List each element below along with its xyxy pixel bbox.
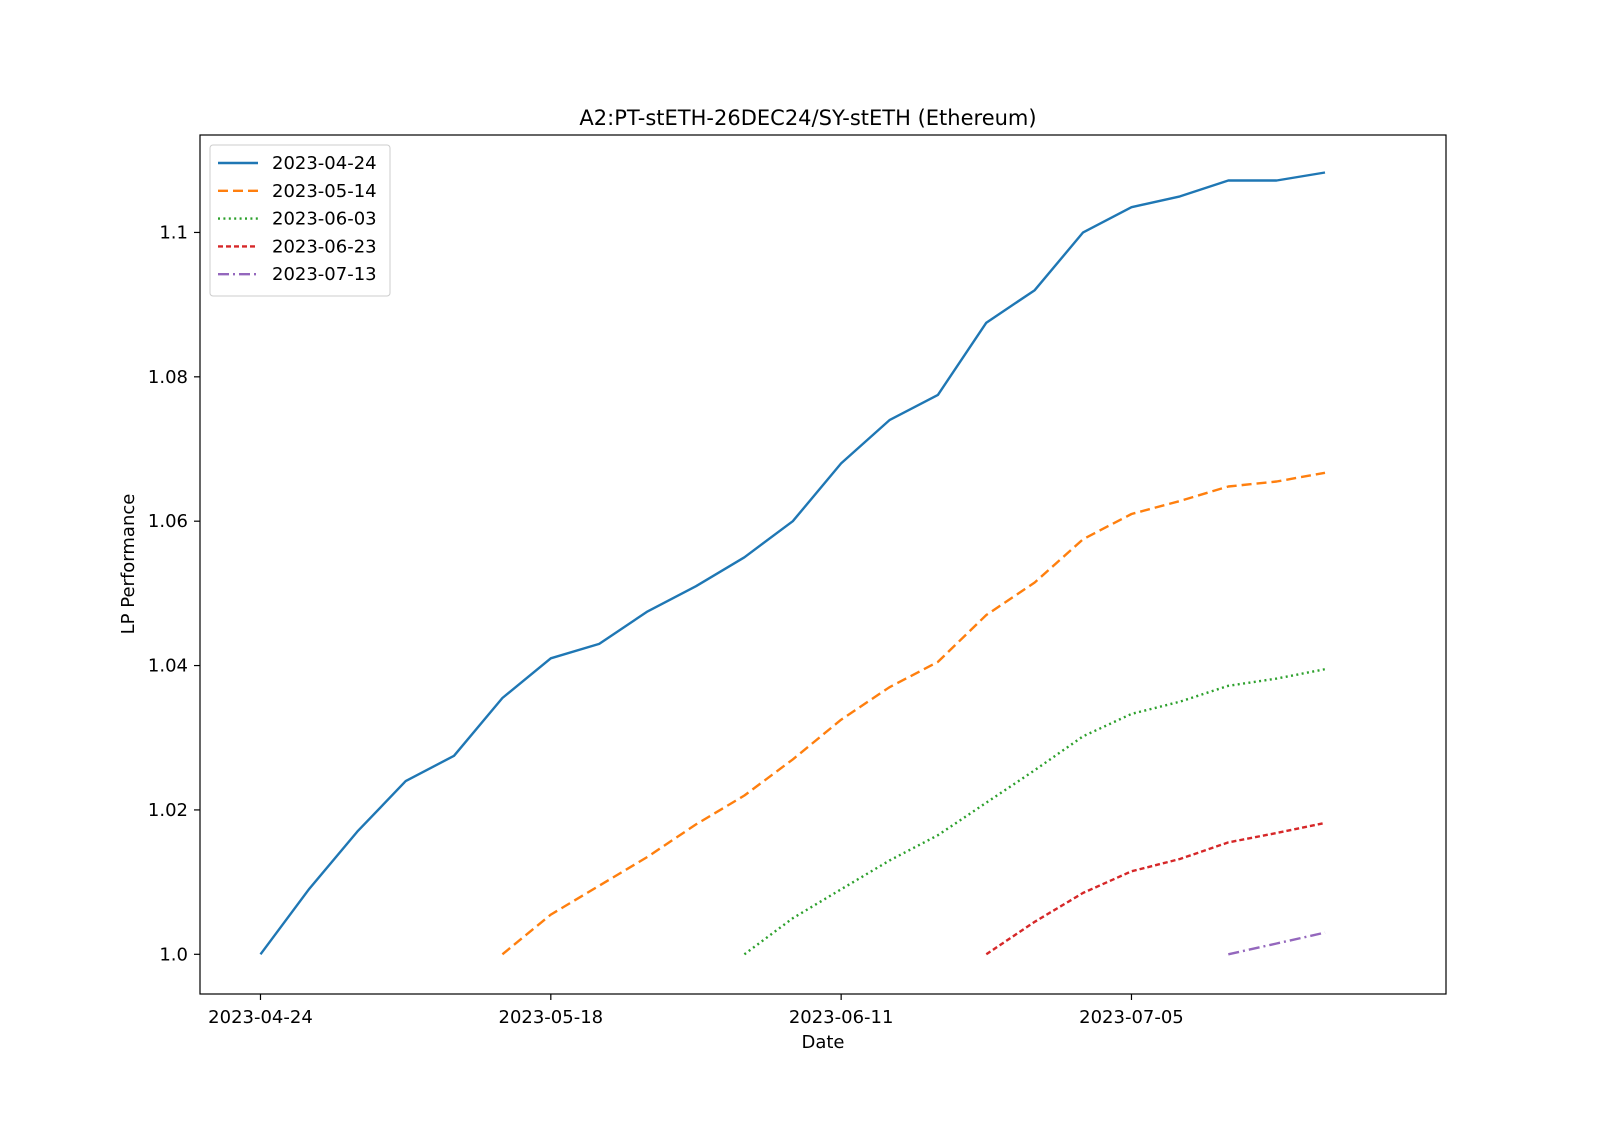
- series-line-3: [743, 668, 1326, 956]
- series-line-2: [501, 471, 1326, 956]
- y-tick-label-3: 1.04: [148, 656, 188, 677]
- y-tick-label-4: 1.06: [148, 511, 188, 532]
- y-tick-label-1: 1.0: [159, 944, 188, 965]
- legend-label-2: 2023-05-14: [272, 181, 377, 202]
- legend-label-1: 2023-04-24: [272, 153, 377, 174]
- series-line-4: [985, 821, 1326, 956]
- series-layer: [259, 171, 1326, 956]
- y-tick-label-5: 1.08: [148, 367, 188, 388]
- y-axis: 1.0 1.02 1.04 1.06 1.08 1.1: [148, 222, 200, 965]
- plot-frame: [199, 134, 1447, 995]
- x-tick-label-3: 2023-06-11: [789, 1007, 894, 1028]
- x-tick-label-1: 2023-04-24: [208, 1007, 313, 1028]
- x-tick-label-2: 2023-05-18: [499, 1007, 604, 1028]
- series-line-5: [1228, 931, 1326, 956]
- legend-label-5: 2023-07-13: [272, 264, 377, 285]
- y-axis-label: LP Performance: [118, 494, 139, 635]
- legend-box: [209, 144, 391, 297]
- x-tick-label-4: 2023-07-05: [1079, 1007, 1184, 1028]
- x-axis-label: Date: [801, 1032, 844, 1053]
- legend-label-3: 2023-06-03: [272, 209, 377, 230]
- y-tick-label-2: 1.02: [148, 800, 188, 821]
- series-line-1: [259, 171, 1326, 956]
- legend-label-4: 2023-06-23: [272, 236, 377, 257]
- x-axis: 2023-04-24 2023-05-18 2023-06-11 2023-07-05: [208, 994, 1184, 1028]
- y-tick-label-6: 1.1: [159, 222, 188, 243]
- chart-title: A2:PT-stETH-26DEC24/SY-stETH (Ethereum): [579, 106, 1036, 130]
- legend: 2023-04-24 2023-05-14 2023-06-03 2023-06-23…: [209, 144, 391, 297]
